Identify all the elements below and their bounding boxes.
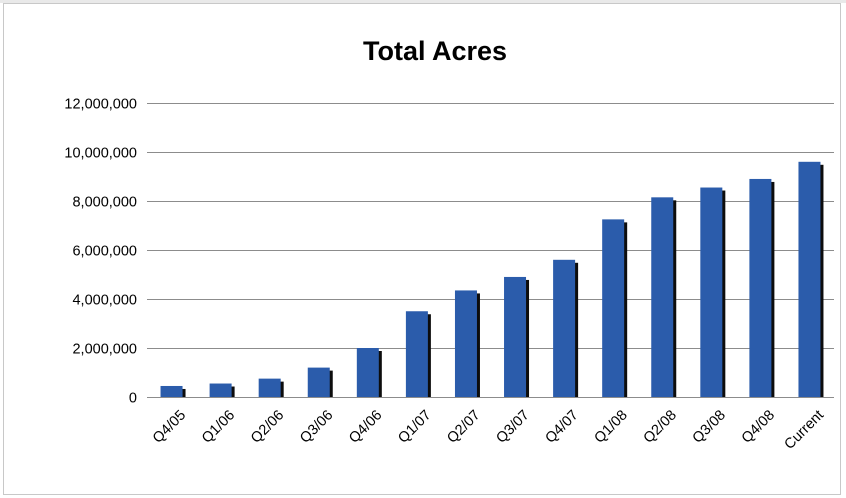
bar-q4-08 xyxy=(749,178,775,397)
bar-q1-06 xyxy=(209,383,235,397)
bar xyxy=(209,383,232,397)
bar-shadow xyxy=(721,190,726,397)
bar-q4-05 xyxy=(160,385,186,397)
frame-top-shade xyxy=(0,0,846,3)
bar-q1-07 xyxy=(405,311,431,397)
bar xyxy=(258,378,281,397)
x-tick-label: Q4/08 xyxy=(739,407,778,446)
bar xyxy=(504,276,527,397)
bar-shadow xyxy=(279,381,284,397)
bar-q1-08 xyxy=(602,219,628,397)
y-tick-label: 6,000,000 xyxy=(72,244,137,260)
bar-shadow xyxy=(525,279,530,397)
bar-shadow xyxy=(770,181,775,397)
bar-q2-08 xyxy=(651,197,677,397)
x-tick-label: Q1/08 xyxy=(592,407,631,446)
bar-shadow xyxy=(181,388,186,397)
bar-shadow xyxy=(623,222,628,397)
y-tick-label: 10,000,000 xyxy=(64,146,137,162)
bar-q3-06 xyxy=(307,367,333,397)
y-tick-label: 0 xyxy=(129,391,137,407)
x-tick-label: Q1/07 xyxy=(395,407,434,446)
bar-q2-06 xyxy=(258,378,284,397)
x-axis-ticks: Q4/05 Q1/06 Q2/06 Q3/06 Q4/06 Q1/07 Q2/07 Q3/07… xyxy=(150,407,827,453)
bar-shadow xyxy=(328,370,333,397)
bar xyxy=(798,161,821,397)
bar xyxy=(602,219,625,397)
bar-q3-07 xyxy=(504,276,530,397)
gridlines xyxy=(147,103,834,349)
bar-q3-08 xyxy=(700,187,726,397)
y-tick-label: 4,000,000 xyxy=(72,293,137,309)
x-tick-label: Q4/07 xyxy=(542,407,581,446)
bar-shadow xyxy=(377,351,382,397)
x-tick-label: Current xyxy=(782,407,828,453)
bar-shadow xyxy=(574,262,579,397)
bar-current xyxy=(798,161,824,397)
bar xyxy=(307,367,330,397)
y-tick-label: 12,000,000 xyxy=(64,97,137,113)
bar xyxy=(553,259,576,397)
bar xyxy=(700,187,723,397)
bar-shadow xyxy=(672,200,677,397)
bar xyxy=(749,178,772,397)
bar-shadow xyxy=(819,164,824,397)
bar-q2-07 xyxy=(454,290,480,397)
bar-shadow xyxy=(426,314,431,397)
x-tick-label: Q3/08 xyxy=(690,407,729,446)
bar-shadow xyxy=(230,386,235,397)
bar xyxy=(651,197,674,397)
x-tick-label: Q1/06 xyxy=(199,407,238,446)
y-tick-label: 2,000,000 xyxy=(72,342,137,358)
bar-shadow xyxy=(475,293,480,397)
bar xyxy=(405,311,428,397)
x-tick-label: Q2/06 xyxy=(248,407,287,446)
bar-q4-07 xyxy=(553,259,579,397)
bar xyxy=(454,290,477,397)
x-tick-label: Q3/06 xyxy=(297,407,336,446)
bar xyxy=(356,348,379,397)
y-axis-ticks: 0 2,000,000 4,000,000 6,000,000 8,000,000 10,… xyxy=(64,97,137,407)
x-tick-label: Q2/07 xyxy=(444,407,483,446)
x-tick-label: Q4/05 xyxy=(150,407,189,446)
x-tick-label: Q2/08 xyxy=(641,407,680,446)
chart-title: Total Acres xyxy=(363,36,507,66)
bars xyxy=(160,161,824,397)
bar-q4-06 xyxy=(356,348,382,397)
x-tick-label: Q3/07 xyxy=(493,407,532,446)
bar xyxy=(160,385,183,397)
x-tick-label: Q4/06 xyxy=(346,407,385,446)
y-tick-label: 8,000,000 xyxy=(72,195,137,211)
